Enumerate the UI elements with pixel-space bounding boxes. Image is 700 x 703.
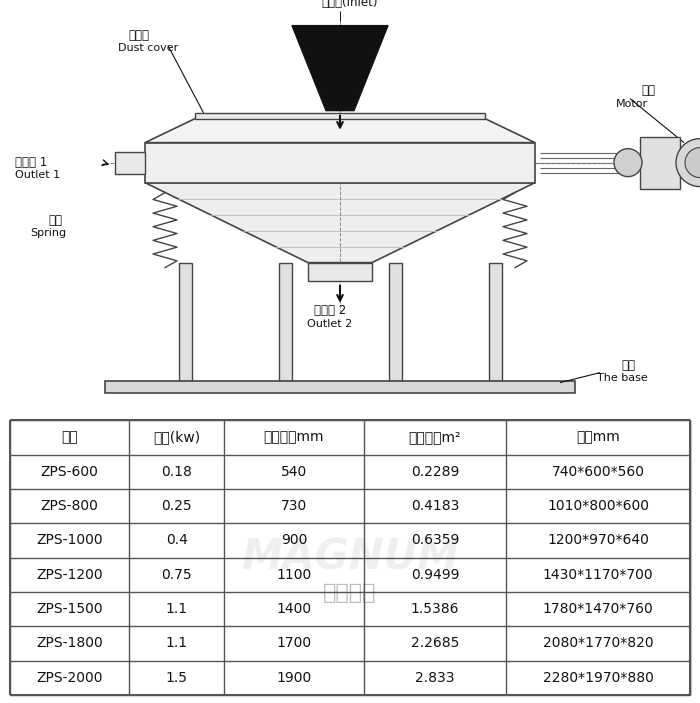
Bar <box>389 263 402 380</box>
Text: Outlet 1: Outlet 1 <box>15 169 60 180</box>
Text: 1200*970*640: 1200*970*640 <box>547 534 649 548</box>
Bar <box>489 263 501 380</box>
Text: 1400: 1400 <box>276 602 312 616</box>
Text: 2080*1770*820: 2080*1770*820 <box>543 636 654 650</box>
Text: 1.1: 1.1 <box>165 636 188 650</box>
Text: 2.2685: 2.2685 <box>411 636 459 650</box>
Text: 2.833: 2.833 <box>415 671 455 685</box>
Text: 0.6359: 0.6359 <box>411 534 459 548</box>
Text: 体积mm: 体积mm <box>576 430 620 444</box>
Text: 1100: 1100 <box>276 568 312 582</box>
Text: 1700: 1700 <box>276 636 312 650</box>
Text: ZPS-1200: ZPS-1200 <box>36 568 103 582</box>
Text: 0.9499: 0.9499 <box>411 568 459 582</box>
Polygon shape <box>145 119 535 143</box>
Text: 进料口(Inlet): 进料口(Inlet) <box>322 0 378 8</box>
Text: 2280*1970*880: 2280*1970*880 <box>542 671 654 685</box>
Text: 0.4: 0.4 <box>166 534 188 548</box>
Text: 0.25: 0.25 <box>161 499 192 513</box>
Text: 900: 900 <box>281 534 307 548</box>
Bar <box>105 380 575 393</box>
Text: 0.2289: 0.2289 <box>411 465 459 479</box>
Circle shape <box>685 148 700 178</box>
Text: Outlet 2: Outlet 2 <box>307 318 353 328</box>
Text: MAGNUM: MAGNUM <box>267 186 412 214</box>
Bar <box>178 263 192 380</box>
Text: 迈能机械: 迈能机械 <box>322 213 358 228</box>
Text: 1780*1470*760: 1780*1470*760 <box>542 602 654 616</box>
Text: 筛面直径mm: 筛面直径mm <box>264 430 324 444</box>
Text: The base: The base <box>596 373 648 382</box>
Polygon shape <box>292 25 388 110</box>
Text: 0.4183: 0.4183 <box>411 499 459 513</box>
Text: 730: 730 <box>281 499 307 513</box>
Circle shape <box>676 138 700 186</box>
Text: 1430*1170*700: 1430*1170*700 <box>543 568 654 582</box>
Text: MAGNUM: MAGNUM <box>241 536 459 579</box>
Text: 1010*800*600: 1010*800*600 <box>547 499 649 513</box>
Bar <box>115 152 145 174</box>
Text: 弹簧: 弹簧 <box>48 214 62 227</box>
Text: 功率(kw): 功率(kw) <box>153 430 200 444</box>
Polygon shape <box>145 183 535 263</box>
Text: ZPS-600: ZPS-600 <box>41 465 99 479</box>
Bar <box>195 112 485 119</box>
Text: ZPS-800: ZPS-800 <box>41 499 99 513</box>
Text: 740*600*560: 740*600*560 <box>552 465 645 479</box>
Text: 1.5386: 1.5386 <box>411 602 459 616</box>
Text: 1.5: 1.5 <box>166 671 188 685</box>
Text: 540: 540 <box>281 465 307 479</box>
Bar <box>308 263 372 280</box>
Text: 出料口 1: 出料口 1 <box>15 156 48 169</box>
Text: Dust cover: Dust cover <box>118 43 178 53</box>
Text: 1.1: 1.1 <box>165 602 188 616</box>
Text: Spring: Spring <box>30 228 66 238</box>
Text: ZPS-1500: ZPS-1500 <box>36 602 103 616</box>
Text: 电机: 电机 <box>641 84 655 97</box>
Text: ZPS-1000: ZPS-1000 <box>36 534 103 548</box>
Text: ZPS-2000: ZPS-2000 <box>36 671 103 685</box>
Text: 防尘盖: 防尘盖 <box>128 29 149 42</box>
Text: 出料口 2: 出料口 2 <box>314 304 346 317</box>
Text: 有效面积m²: 有效面积m² <box>409 430 461 444</box>
Text: ZPS-1800: ZPS-1800 <box>36 636 103 650</box>
Text: 1900: 1900 <box>276 671 312 685</box>
Text: 迈能机械: 迈能机械 <box>323 583 377 602</box>
Text: Motor: Motor <box>616 98 648 109</box>
Text: 0.75: 0.75 <box>161 568 192 582</box>
Bar <box>279 263 291 380</box>
Text: 0.18: 0.18 <box>161 465 192 479</box>
Text: 型号: 型号 <box>61 430 78 444</box>
Text: 底座: 底座 <box>621 359 635 372</box>
Bar <box>640 136 680 188</box>
Circle shape <box>614 148 642 176</box>
Bar <box>145 143 535 183</box>
